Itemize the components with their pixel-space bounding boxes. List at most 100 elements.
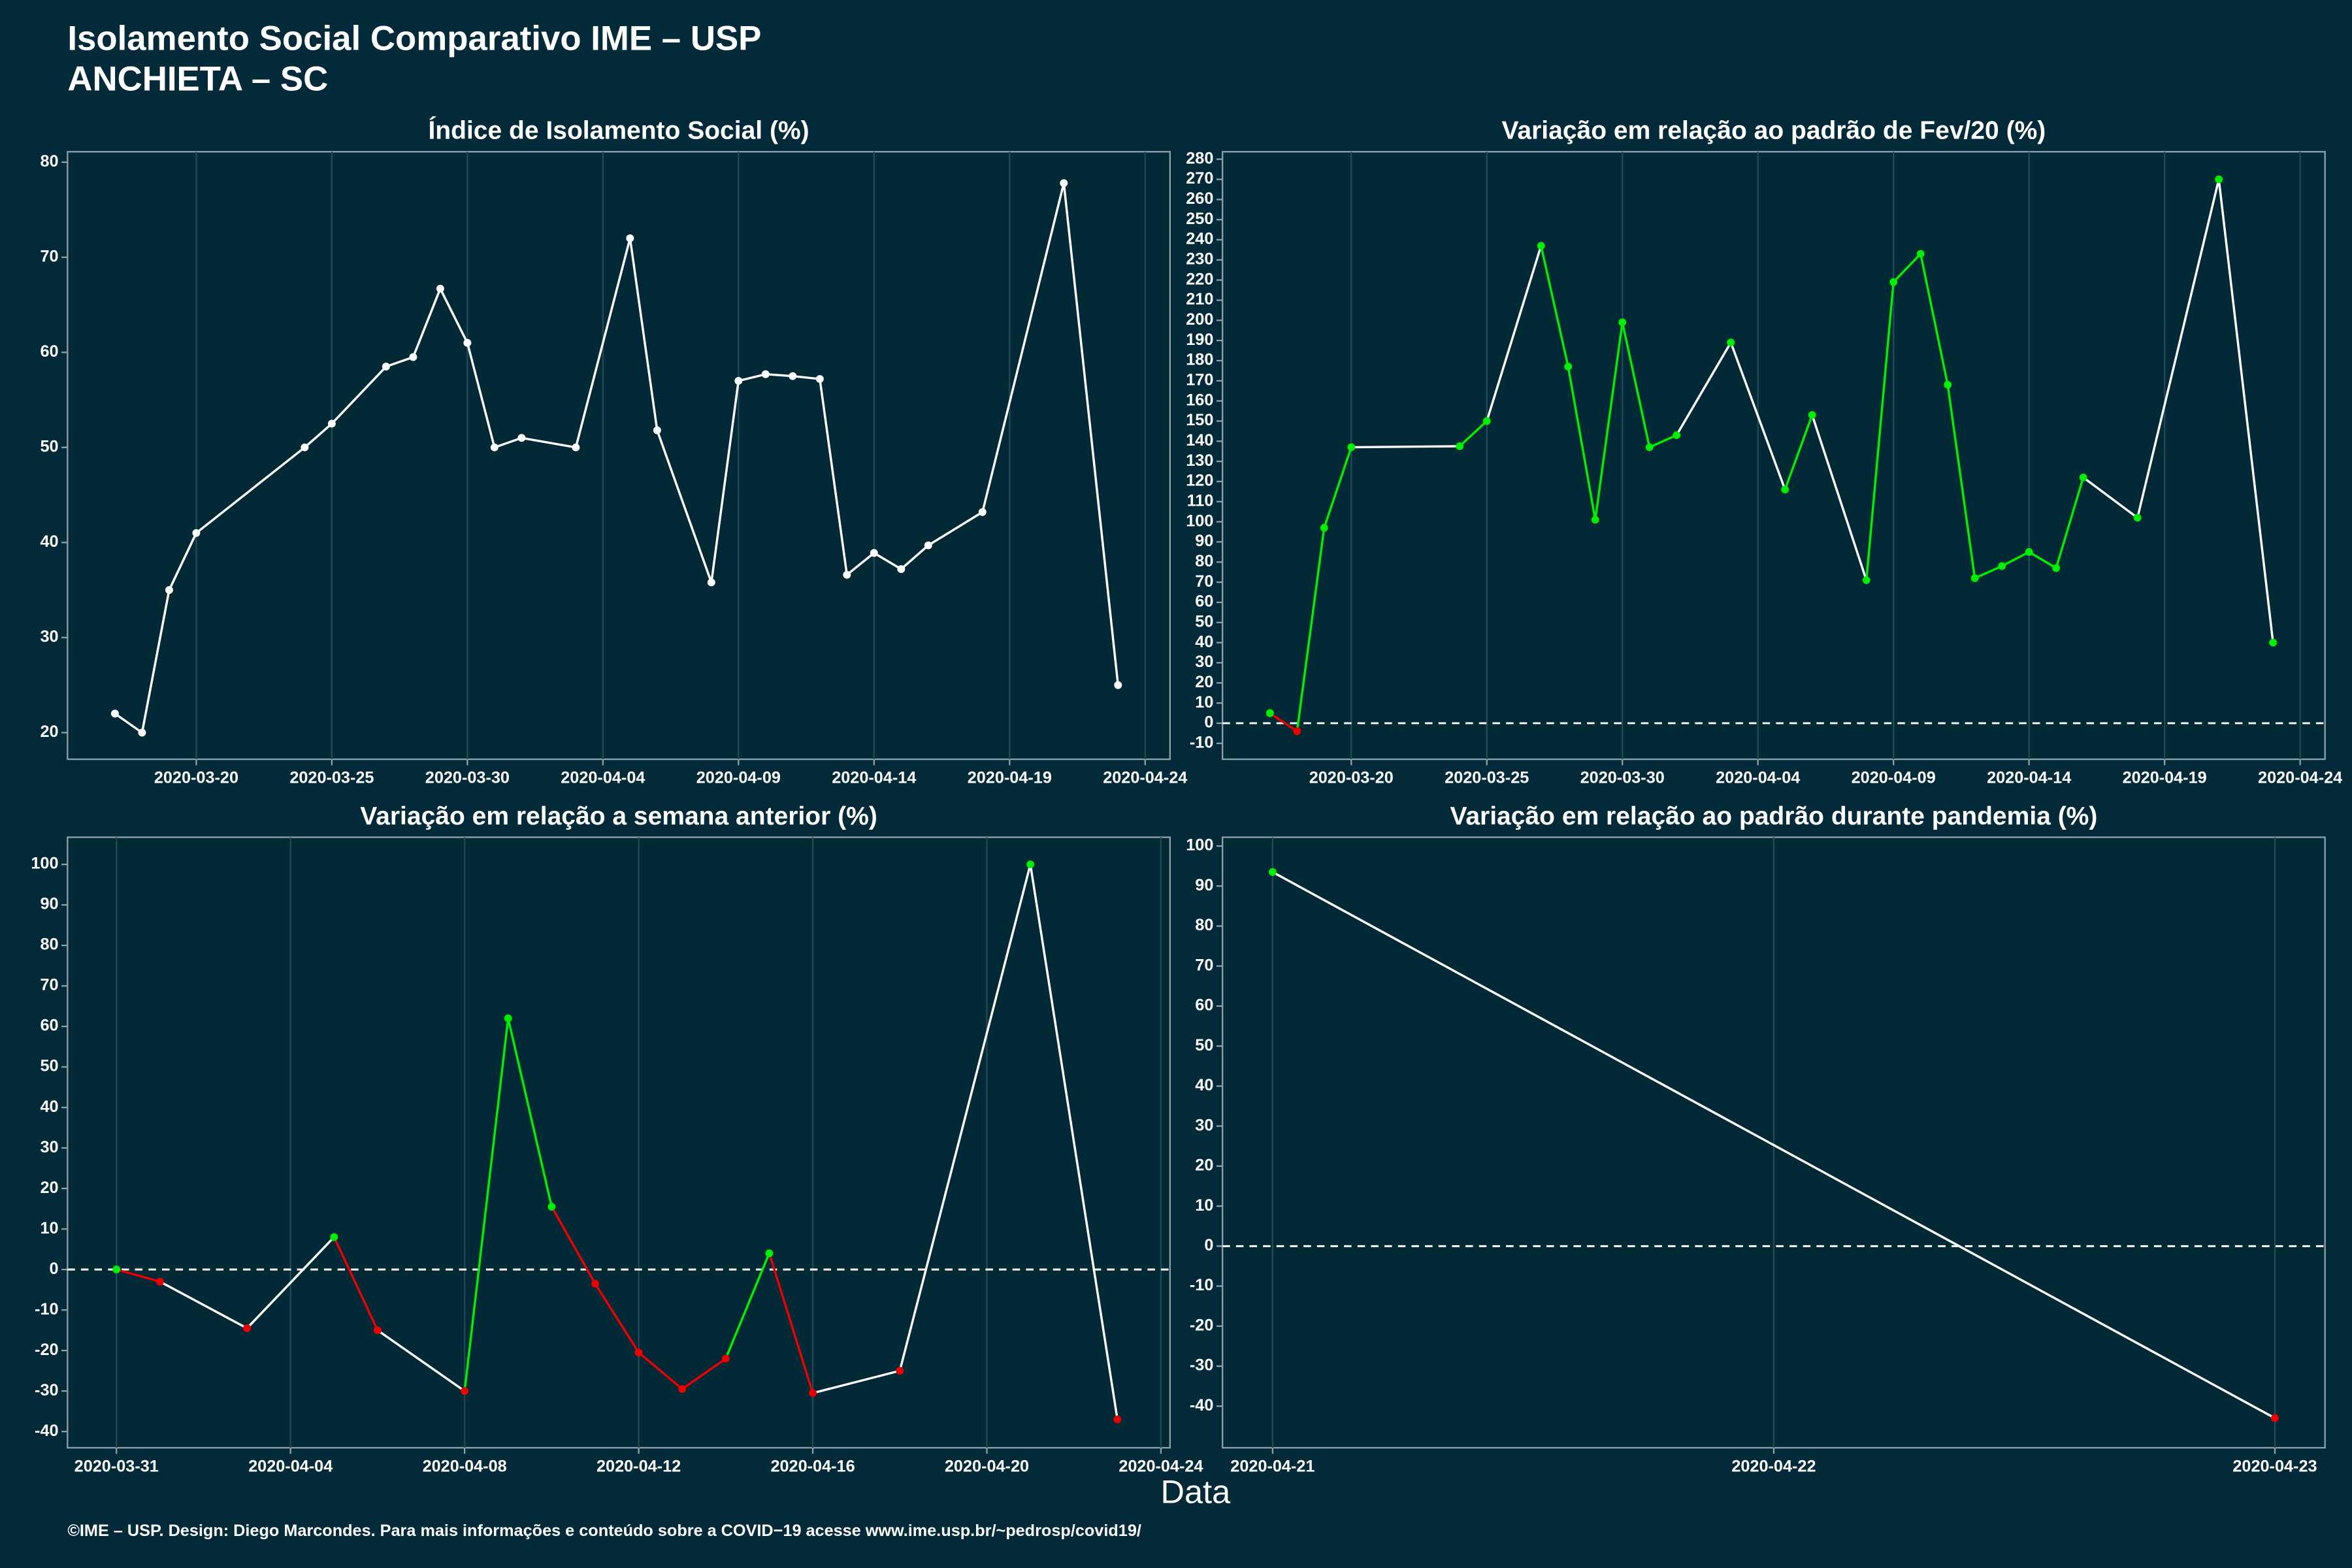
point	[1673, 431, 1681, 440]
y-tick-label: 250	[1186, 210, 1213, 228]
y-tick-label: 20	[1195, 1156, 1213, 1175]
point	[301, 443, 309, 451]
point	[1266, 709, 1274, 717]
point	[1456, 442, 1464, 450]
y-tick-label: 100	[1186, 836, 1213, 855]
point	[112, 1266, 121, 1274]
line-segment	[2082, 476, 2138, 519]
point	[1347, 443, 1356, 451]
y-tick-label: -40	[35, 1422, 59, 1440]
y-tick-label: 70	[1195, 572, 1213, 591]
point	[382, 363, 390, 371]
y-tick-label: 60	[40, 1017, 58, 1035]
line-segment	[900, 544, 929, 570]
line-segment	[812, 1369, 900, 1394]
line-segment	[1594, 322, 1624, 520]
y-tick-label: 50	[40, 437, 58, 455]
line-segment	[792, 374, 821, 380]
y-tick-label: 80	[1195, 552, 1213, 570]
line-segment	[574, 238, 632, 448]
y-tick-label: -20	[35, 1341, 59, 1359]
plot-area	[67, 836, 1171, 1449]
main-title: Isolamento Social Comparativo IME – USP	[67, 19, 761, 57]
line-segment	[466, 342, 496, 448]
x-tick-label: 2020-03-25	[289, 769, 374, 787]
y-tick-label: 60	[1195, 593, 1213, 611]
x-tick-label: 2020-03-25	[1445, 769, 1529, 787]
line-segment	[1323, 447, 1352, 529]
x-tick-label: 2020-04-24	[2258, 769, 2342, 787]
line-segment	[1296, 527, 1326, 732]
y-tick-label: 270	[1186, 169, 1213, 188]
line-segment	[1649, 434, 1677, 449]
point	[1944, 381, 1952, 389]
line-segment	[1784, 414, 1814, 490]
y-tick-label: 180	[1186, 351, 1213, 369]
y-tick-label: 210	[1186, 290, 1213, 308]
point	[192, 529, 201, 537]
y-tick-label: -40	[1190, 1396, 1214, 1414]
y-tick-label: 20	[1195, 673, 1213, 691]
y-tick-label: 0	[1204, 1236, 1213, 1254]
point	[2025, 547, 2033, 556]
line-segment	[1272, 871, 2276, 1420]
line-segment	[1269, 712, 1298, 732]
y-tick-label: 20	[40, 1179, 58, 1197]
y-tick-label: 110	[1187, 491, 1214, 510]
point	[110, 710, 119, 718]
y-tick-label: -10	[1190, 733, 1214, 751]
x-tick-label: 2020-04-09	[1852, 769, 1936, 787]
y-tick-label: -30	[35, 1381, 59, 1399]
y-tick-label: 90	[1195, 532, 1213, 550]
point	[504, 1014, 512, 1022]
y-tick-label: -10	[1190, 1276, 1214, 1294]
y-tick-label: -10	[35, 1300, 59, 1318]
point	[789, 372, 797, 380]
y-tick-label: 280	[1186, 149, 1213, 167]
line-segment	[2136, 179, 2220, 518]
y-tick-label: -30	[1190, 1356, 1214, 1375]
y-tick-label: 100	[31, 855, 58, 873]
point	[897, 565, 906, 574]
x-axis-label: Data	[1161, 1473, 1232, 1510]
point	[924, 541, 932, 549]
y-tick-label: 20	[40, 723, 58, 741]
line-segment	[521, 436, 576, 449]
plot-area	[1222, 151, 2326, 760]
y-tick-label: 70	[40, 247, 58, 265]
y-tick-label: 40	[1195, 632, 1213, 651]
line-segment	[376, 1329, 466, 1392]
point	[409, 353, 417, 361]
point	[1862, 576, 1870, 585]
x-tick-label: 2020-04-04	[561, 769, 645, 787]
line-segment	[1974, 564, 2002, 580]
y-tick-label: 230	[1186, 250, 1213, 269]
y-tick-label: 90	[1195, 876, 1213, 894]
line-segment	[1567, 366, 1597, 520]
x-tick-label: 2020-03-30	[425, 769, 510, 787]
y-tick-label: 40	[1195, 1076, 1213, 1094]
point	[1998, 562, 2006, 570]
y-tick-label: 80	[40, 152, 58, 171]
point	[721, 1354, 730, 1363]
point	[1320, 523, 1328, 532]
panel-title: Índice de Isolamento Social (%)	[428, 116, 809, 145]
y-tick-label: 260	[1186, 189, 1213, 208]
y-tick-label: 140	[1186, 431, 1213, 449]
line-segment	[873, 551, 902, 570]
point	[436, 284, 444, 293]
line-segment	[638, 1351, 683, 1390]
line-segment	[898, 864, 1032, 1371]
line-segment	[1865, 282, 1895, 581]
y-tick-label: 40	[40, 1098, 58, 1116]
point	[1537, 242, 1545, 250]
y-tick-label: 170	[1186, 370, 1213, 389]
point	[2133, 514, 2142, 522]
point	[2215, 175, 2223, 184]
point	[547, 1203, 556, 1211]
line-segment	[195, 446, 306, 534]
y-tick-label: 50	[40, 1057, 58, 1075]
y-tick-label: 70	[40, 976, 58, 994]
point	[626, 234, 634, 242]
point	[765, 1249, 774, 1258]
